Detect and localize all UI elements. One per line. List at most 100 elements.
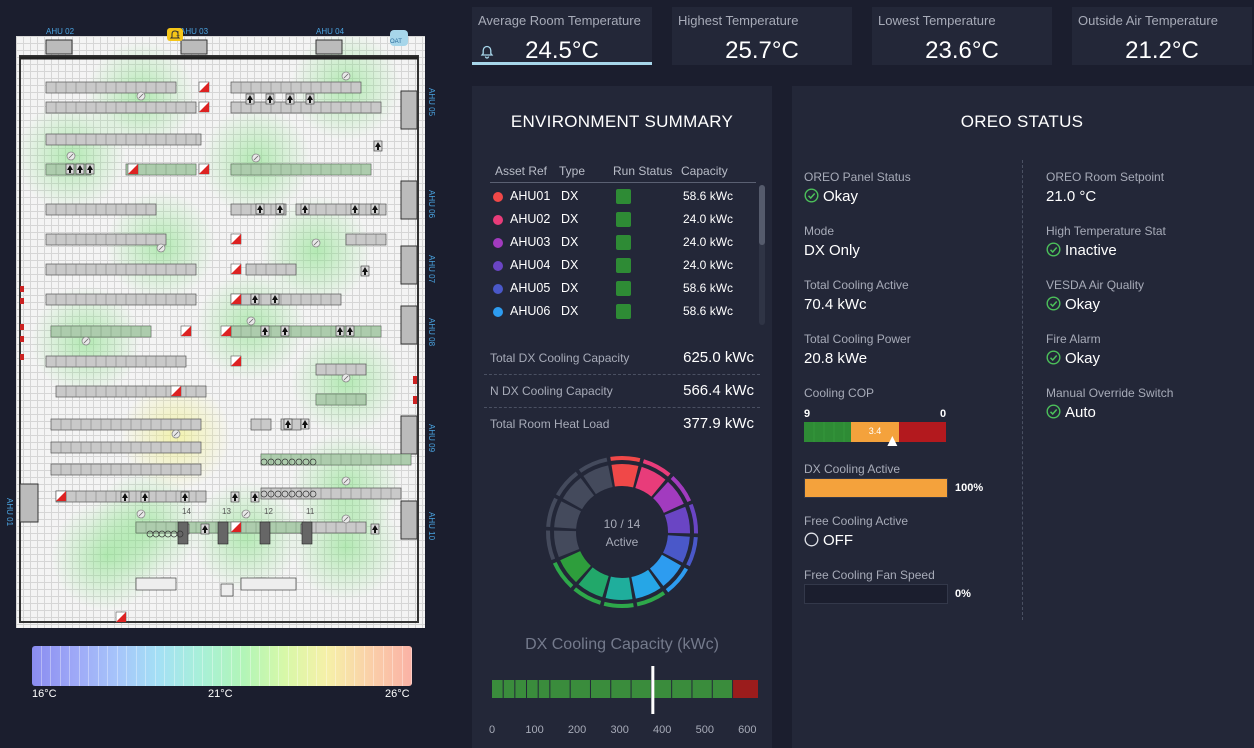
table-row[interactable]: AHU06 DX 58.6 kWc [490, 301, 758, 323]
donut-outer-ring [610, 456, 641, 463]
capacity-segment [611, 680, 631, 698]
asset-capacity: 58.6 kWc [683, 281, 734, 295]
fan-speed-value: 0% [955, 588, 971, 600]
legend-segment [80, 646, 89, 686]
bell-icon[interactable] [480, 45, 494, 59]
ahu-label[interactable]: AHU 08 [427, 318, 436, 347]
donut-outer-ring [578, 457, 608, 473]
donut-segment [611, 464, 639, 488]
legend-segment [70, 646, 80, 686]
kpi-title: Outside Air Temperature [1078, 13, 1218, 28]
check-circle-icon [1046, 404, 1061, 419]
oat-badge[interactable]: OAT [390, 30, 408, 46]
ahu-label[interactable]: AHU 03 [180, 27, 209, 36]
legend-segment [213, 646, 222, 686]
kpi-lowest-temp[interactable]: Lowest Temperature 23.6°C [872, 7, 1052, 65]
capacity-segment [590, 680, 611, 698]
bell-icon [169, 30, 181, 39]
asset-type: DX [561, 304, 579, 318]
ahu-label[interactable]: AHU 05 [427, 88, 436, 117]
donut-center-label: Active [605, 535, 639, 549]
ahu-label[interactable]: AHU 01 [5, 498, 14, 527]
asset-type: DX [561, 258, 579, 272]
legend-segment [165, 646, 175, 686]
table-row[interactable]: AHU04 DX 24.0 kWc [490, 255, 758, 277]
cop-gauge [804, 422, 946, 446]
donut-outer-ring [603, 601, 634, 608]
run-status-indicator [616, 281, 631, 296]
cop-scale-right: 0 [940, 408, 947, 420]
asset-type: DX [561, 235, 579, 249]
table-scrollbar[interactable] [759, 185, 765, 325]
table-row[interactable]: AHU05 DX 58.6 kWc [490, 278, 758, 300]
table-row[interactable]: AHU03 DX 24.0 kWc [490, 232, 758, 254]
status-dot [493, 215, 503, 225]
ahu-label[interactable]: AHU 07 [427, 255, 436, 284]
donut-outer-ring [665, 567, 689, 593]
status-dot [493, 284, 503, 294]
summary-label: N DX Cooling Capacity [490, 384, 613, 398]
legend-segment [232, 646, 241, 686]
legend-segment [403, 646, 412, 686]
capacity-segment [492, 680, 503, 698]
legend-max-label: 26°C [385, 688, 410, 700]
capacity-segment [527, 680, 538, 698]
oreo-item-label: VESDA Air Quality [1046, 278, 1145, 292]
summary-label: Total Room Heat Load [490, 417, 610, 431]
summary-row-n-dx: N DX Cooling Capacity 566.4 kWc [484, 375, 760, 408]
donut-segment [560, 551, 591, 583]
oreo-item-value: 21.0 °C [1046, 188, 1096, 205]
legend-segment [260, 646, 270, 686]
donut-segment [635, 466, 666, 497]
donut-segment [663, 535, 690, 563]
oreo-item-value: Inactive [1046, 242, 1117, 259]
kpi-highest-temp[interactable]: Highest Temperature 25.7°C [672, 7, 852, 65]
kpi-outside-air-temp[interactable]: Outside Air Temperature 21.2°C [1072, 7, 1252, 65]
legend-segment [270, 646, 279, 686]
col-header-asset-ref: Asset Ref [495, 164, 548, 178]
oreo-column-divider [1022, 160, 1023, 620]
kpi-value: 21.2°C [1125, 37, 1199, 64]
status-dot [493, 238, 503, 248]
scrollbar-thumb[interactable] [759, 185, 765, 245]
heat-load-marker [651, 666, 655, 714]
legend-min-label: 16°C [32, 688, 57, 700]
donut-segment [664, 506, 690, 534]
capacity-segment [570, 680, 590, 698]
cop-pointer [887, 436, 898, 446]
oreo-item-text: 70.4 kWc [804, 296, 867, 313]
donut-outer-ring [573, 587, 602, 605]
legend-segment [127, 646, 137, 686]
dx-active-value: 100% [955, 482, 984, 494]
legend-segment [89, 646, 99, 686]
oreo-item-text: Inactive [1065, 242, 1117, 259]
ahu-label[interactable]: AHU 10 [427, 512, 436, 541]
ahu-label[interactable]: AHU 02 [46, 27, 75, 36]
legend-segment [336, 646, 346, 686]
table-row[interactable]: AHU02 DX 24.0 kWc [490, 209, 758, 231]
oreo-item-value: 70.4 kWc [804, 296, 867, 313]
kpi-title: Lowest Temperature [878, 13, 996, 28]
asset-ref: AHU01 [510, 189, 551, 203]
alarm-badge[interactable]: 1 [167, 28, 183, 41]
rack-number: 14 [182, 507, 191, 516]
donut-segment [578, 567, 609, 598]
legend-segment [393, 646, 403, 686]
oat-label: OAT [390, 39, 402, 45]
ahu-label[interactable]: AHU 04 [316, 27, 345, 36]
asset-ref: AHU06 [510, 304, 551, 318]
status-dot [493, 307, 503, 317]
asset-type: DX [561, 189, 579, 203]
legend-segment [184, 646, 194, 686]
oreo-status-panel [792, 86, 1254, 748]
summary-value: 625.0 kWc [683, 349, 754, 366]
check-circle-icon [1046, 242, 1061, 257]
kpi-average-temp[interactable]: Average Room Temperature 24.5°C [472, 7, 652, 65]
capacity-segment [515, 680, 527, 698]
floor-plan[interactable]: 14 13 12 11 [16, 36, 425, 628]
col-header-run-status: Run Status [613, 164, 673, 178]
oreo-item-text: DX Only [804, 242, 860, 259]
table-row[interactable]: AHU01 DX 58.6 kWc [490, 186, 758, 208]
ahu-label[interactable]: AHU 06 [427, 190, 436, 219]
ahu-label[interactable]: AHU 09 [427, 424, 436, 453]
